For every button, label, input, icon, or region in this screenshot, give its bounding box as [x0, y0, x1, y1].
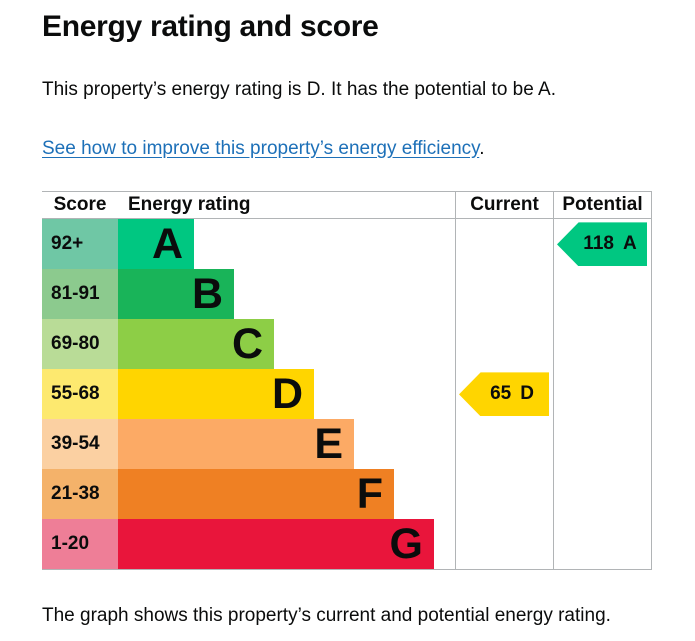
rating-band-d: D: [118, 369, 314, 420]
band-row-e: 39-54 E: [42, 419, 455, 470]
chart-body: 92+ A 81-91 B 69-80 C 55-68 D 39-54 E 21-38 F 1-20 G …: [42, 219, 651, 570]
current-rating-arrow-value: 65: [490, 383, 512, 405]
score-range-b: 81-91: [42, 269, 118, 320]
band-row-c: 69-80 C: [42, 319, 455, 370]
band-row-a: 92+ A: [42, 219, 455, 270]
score-range-g: 1-20: [42, 519, 118, 570]
energy-rating-chart: Score Energy rating Current Potential 92…: [42, 191, 652, 571]
band-row-d: 55-68 D: [42, 369, 455, 420]
link-suffix: .: [479, 137, 485, 159]
rating-band-b: B: [118, 269, 234, 320]
band-row-f: 21-38 F: [42, 469, 455, 520]
rating-band-f: F: [118, 469, 394, 520]
potential-column: 118 A: [553, 219, 651, 570]
score-range-f: 21-38: [42, 469, 118, 520]
band-row-b: 81-91 B: [42, 269, 455, 320]
header-score: Score: [53, 194, 107, 216]
improve-efficiency-link[interactable]: See how to improve this property’s energ…: [42, 137, 480, 159]
current-column: 65 D: [455, 219, 553, 570]
rating-band-e: E: [118, 419, 354, 470]
potential-rating-arrow-band-letter: A: [622, 233, 637, 255]
current-rating-arrow: 65 D: [459, 372, 549, 417]
current-rating-arrow-band-letter: D: [520, 383, 534, 405]
header-current: Current: [455, 192, 553, 219]
rating-band-a: A: [118, 219, 194, 270]
score-range-e: 39-54: [42, 419, 118, 470]
header-potential: Potential: [553, 192, 651, 219]
caption-text: The graph shows this property’s current …: [42, 605, 611, 627]
page-title: Energy rating and score: [42, 10, 379, 43]
score-range-c: 69-80: [42, 319, 118, 370]
score-range-a: 92+: [42, 219, 118, 270]
rating-band-c: C: [118, 319, 274, 370]
potential-rating-arrow: 118 A: [557, 222, 647, 267]
rating-band-g: G: [118, 519, 434, 570]
chart-header-row: Score Energy rating Current Potential: [42, 192, 651, 220]
link-line: See how to improve this property’s energ…: [42, 137, 695, 162]
potential-rating-arrow-value: 118: [583, 233, 614, 255]
bands-column: 92+ A 81-91 B 69-80 C 55-68 D 39-54 E 21-38 F 1-20 G: [42, 219, 455, 570]
intro-text: This property’s energy rating is D. It h…: [42, 79, 556, 100]
score-range-d: 55-68: [42, 369, 118, 420]
band-row-g: 1-20 G: [42, 519, 455, 570]
header-rating: Energy rating: [128, 194, 251, 216]
